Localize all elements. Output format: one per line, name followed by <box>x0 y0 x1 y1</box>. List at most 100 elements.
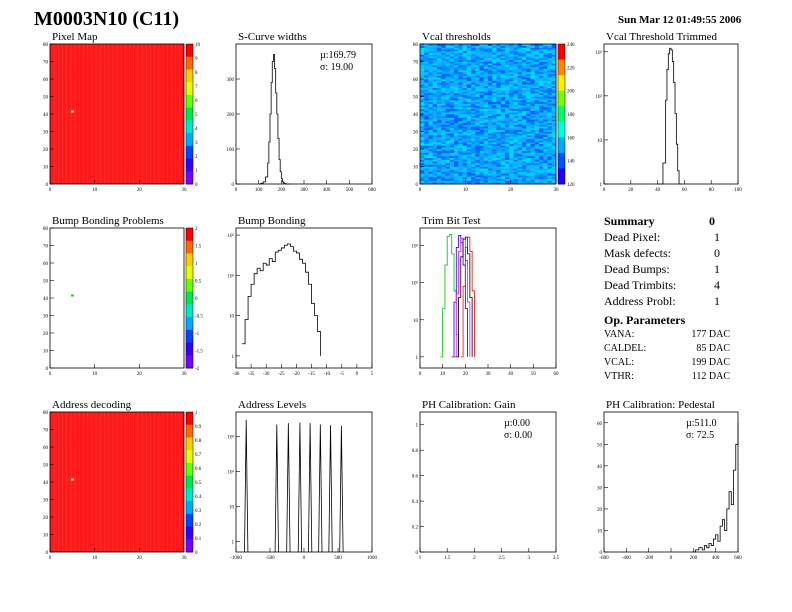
heatmap-cell <box>420 180 425 183</box>
heatmap-cell <box>475 54 480 57</box>
heatmap-cell <box>543 73 548 76</box>
heatmap-cell <box>534 59 540 62</box>
heatmap-cell <box>513 52 519 55</box>
plot-frame <box>603 411 739 553</box>
heatmap-cell <box>420 171 425 174</box>
heatmap-cell <box>488 136 493 139</box>
heatmap-cell <box>475 177 480 180</box>
heatmap-cell <box>513 108 519 111</box>
heatmap-cell <box>458 79 463 82</box>
heatmap-cell <box>428 44 434 47</box>
heatmap-cell <box>539 140 544 143</box>
heatmap-cell <box>517 115 523 118</box>
heatmap-cell <box>428 110 434 113</box>
heatmap-cell <box>483 124 489 127</box>
heatmap-cell <box>479 121 485 124</box>
heatmap-cell <box>471 145 476 148</box>
heatmap-cell <box>428 98 434 101</box>
heatmap-cell <box>462 110 468 113</box>
heatmap-cell <box>449 108 455 111</box>
heatmap-cell <box>466 100 472 103</box>
heatmap-cell <box>534 115 540 118</box>
heatmap-cell <box>505 138 510 141</box>
y-tick-label: 70 <box>413 61 419 66</box>
heatmap-cell <box>454 45 459 48</box>
heatmap-cell <box>500 178 506 181</box>
heatmap-cell <box>492 49 497 52</box>
heatmap-cell <box>530 180 536 183</box>
heatmap-cell <box>466 72 472 75</box>
heatmap-cell <box>424 93 429 96</box>
heatmap-cell <box>513 168 519 171</box>
heatmap-cell <box>471 49 476 52</box>
heatmap-cell <box>471 114 476 117</box>
heatmap-cell <box>517 119 523 122</box>
heatmap-cell <box>449 98 455 101</box>
heatmap-cell <box>517 128 523 131</box>
heatmap-cell <box>539 163 544 166</box>
heatmap-cell <box>483 87 489 90</box>
heatmap-cell <box>475 156 480 159</box>
heatmap-cell <box>492 168 497 171</box>
heatmap-cell <box>539 100 544 103</box>
colorbar-tick-label: 1 <box>195 411 198 416</box>
heatmap-cell <box>454 103 459 106</box>
heatmap-cell <box>526 87 531 90</box>
heatmap-cell <box>458 66 463 69</box>
heatmap-cell <box>530 121 536 124</box>
heatmap-cell <box>496 119 502 122</box>
heatmap-cell <box>509 177 514 180</box>
heatmap-cell <box>517 75 523 78</box>
heatmap-cell <box>492 66 497 69</box>
heatmap-cell <box>424 59 429 62</box>
heatmap-cell <box>454 135 459 138</box>
heatmap-cell <box>462 72 468 75</box>
heatmap-cell <box>492 105 497 108</box>
heatmap-cell <box>539 73 544 76</box>
y-tick-label: 200 <box>227 113 235 118</box>
heatmap-cell <box>471 115 476 118</box>
heatmap-cell <box>437 68 442 71</box>
heatmap-cell <box>551 177 557 180</box>
colorbar-tick-label: -1 <box>195 332 200 337</box>
x-tick-label: 60 <box>682 188 688 193</box>
heatmap-cell <box>488 163 493 166</box>
heatmap-cell <box>466 147 472 150</box>
heatmap-cell <box>500 163 506 166</box>
heatmap-cell <box>458 161 463 164</box>
heatmap-cell <box>441 128 446 131</box>
colorbar-segment <box>186 304 193 318</box>
heatmap-cell <box>547 124 553 127</box>
heatmap-cell <box>543 150 548 153</box>
page-title: M0003N10 (C11) <box>34 8 179 30</box>
heatmap-cell <box>517 52 523 55</box>
heatmap-cell <box>517 157 523 160</box>
heatmap-cell <box>488 79 493 82</box>
heatmap-cell <box>441 63 446 66</box>
heatmap-cell <box>458 140 463 143</box>
heatmap-cell <box>441 58 446 61</box>
heatmap-cell <box>432 154 438 157</box>
heatmap-cell <box>551 140 557 143</box>
heatmap-cell <box>496 157 502 160</box>
heatmap-cell <box>543 59 548 62</box>
heatmap-cell <box>522 52 527 55</box>
heatmap-cell <box>462 45 468 48</box>
heatmap-cell <box>500 115 506 118</box>
heatmap-cell <box>505 68 510 71</box>
heatmap-cell <box>437 110 442 113</box>
heatmap-cell <box>534 58 540 61</box>
heatmap-cell <box>530 122 536 125</box>
colorbar-segment <box>186 462 193 477</box>
heatmap-cell <box>454 145 459 148</box>
heatmap-cell <box>479 44 485 47</box>
heatmap-cell <box>454 149 459 152</box>
heatmap-cell <box>424 107 429 110</box>
heatmap-cell <box>428 122 434 125</box>
heatmap-cell <box>534 49 540 52</box>
heatmap-cell <box>441 84 446 87</box>
heatmap-cell <box>483 101 489 104</box>
heatmap-cell <box>449 96 455 99</box>
x-tick-label: -400 <box>622 556 632 561</box>
